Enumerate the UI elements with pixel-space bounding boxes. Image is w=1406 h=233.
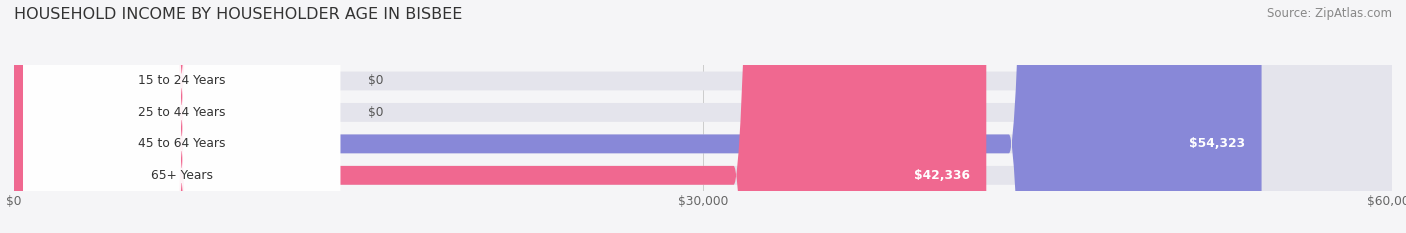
FancyBboxPatch shape bbox=[24, 0, 340, 233]
FancyBboxPatch shape bbox=[24, 0, 340, 233]
FancyBboxPatch shape bbox=[14, 0, 1392, 233]
Text: $0: $0 bbox=[368, 75, 384, 87]
FancyBboxPatch shape bbox=[14, 0, 1261, 233]
Text: Source: ZipAtlas.com: Source: ZipAtlas.com bbox=[1267, 7, 1392, 20]
Text: $54,323: $54,323 bbox=[1189, 137, 1246, 150]
Text: 45 to 64 Years: 45 to 64 Years bbox=[138, 137, 225, 150]
Text: 25 to 44 Years: 25 to 44 Years bbox=[138, 106, 225, 119]
FancyBboxPatch shape bbox=[24, 0, 340, 233]
Text: 65+ Years: 65+ Years bbox=[150, 169, 212, 182]
Text: HOUSEHOLD INCOME BY HOUSEHOLDER AGE IN BISBEE: HOUSEHOLD INCOME BY HOUSEHOLDER AGE IN B… bbox=[14, 7, 463, 22]
FancyBboxPatch shape bbox=[14, 0, 1392, 233]
Text: $42,336: $42,336 bbox=[914, 169, 970, 182]
FancyBboxPatch shape bbox=[14, 0, 986, 233]
Text: $0: $0 bbox=[368, 106, 384, 119]
FancyBboxPatch shape bbox=[14, 0, 1392, 233]
FancyBboxPatch shape bbox=[24, 0, 340, 233]
FancyBboxPatch shape bbox=[14, 0, 1392, 233]
Text: 15 to 24 Years: 15 to 24 Years bbox=[138, 75, 225, 87]
